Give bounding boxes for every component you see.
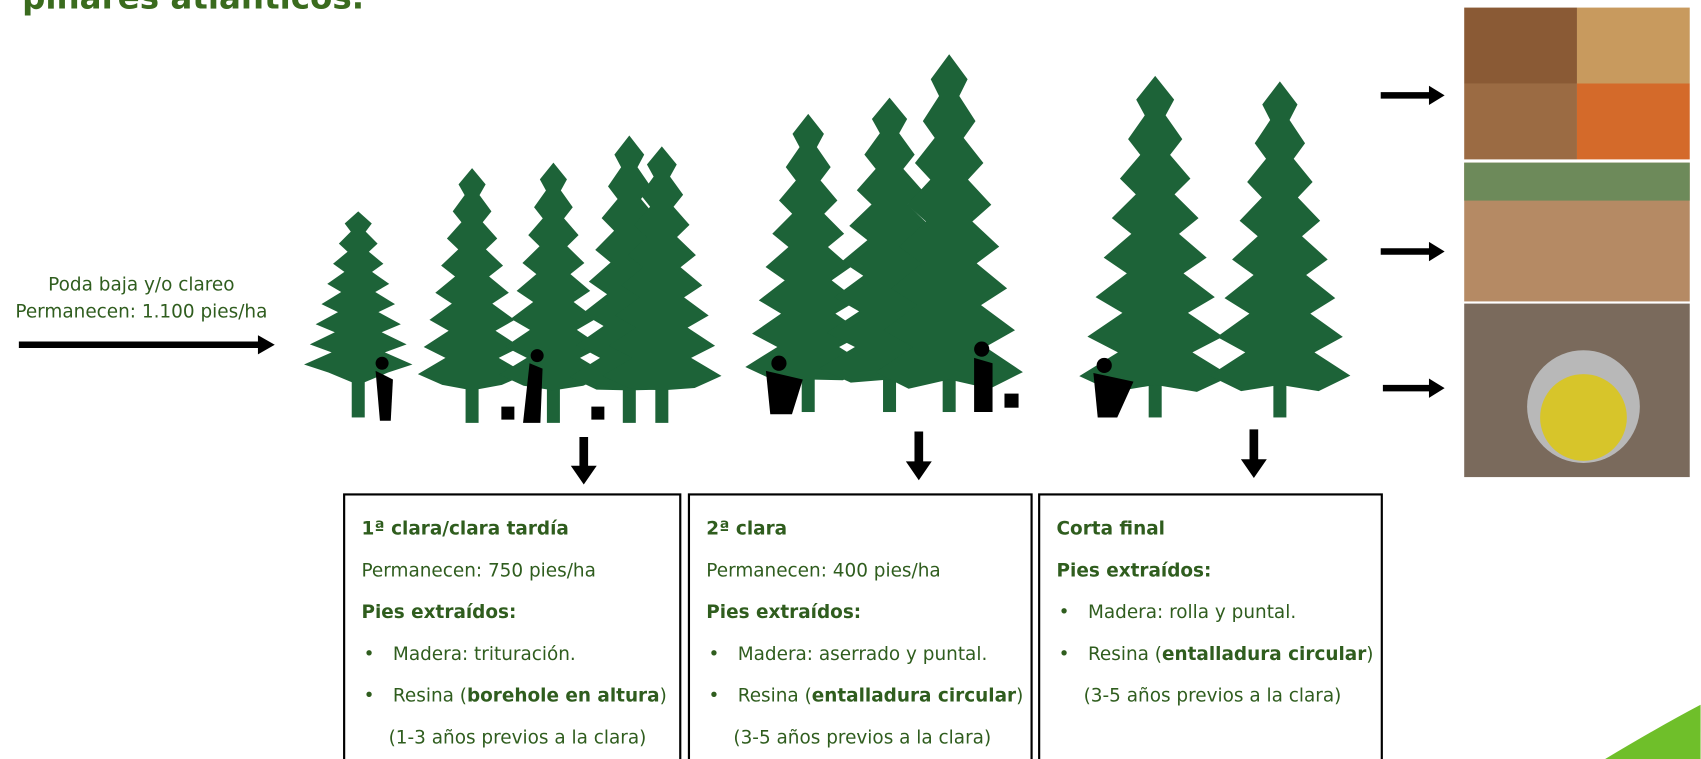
box-note: (1-3 años previos a la clara) — [389, 727, 647, 748]
item-after: ) — [1016, 686, 1023, 707]
info-box — [1038, 493, 1383, 759]
tree-crown — [417, 168, 527, 391]
item-after: ) — [660, 686, 667, 707]
box-heading: 2ª clara — [706, 519, 787, 540]
tree-crown — [745, 113, 872, 381]
box-item: Madera: trituración. — [393, 644, 576, 665]
item-text: Madera: rolla y puntal. — [1088, 602, 1296, 623]
box-note: (3-5 años previos a la clara) — [733, 727, 991, 748]
box-extracted: Pies extraídos: — [361, 602, 516, 623]
item-text: Resina ( — [1088, 644, 1162, 665]
item-text: Resina ( — [738, 686, 812, 707]
tree-crown — [499, 162, 608, 391]
box-heading: 1ª clara/clara tardía — [361, 519, 568, 540]
intro-line: Poda baja y/o clareo — [48, 275, 234, 296]
bullet: • — [708, 644, 719, 665]
arrows — [18, 85, 1445, 485]
bullet: • — [1059, 644, 1070, 665]
box-note: (3-5 años previos a la clara) — [1084, 686, 1342, 707]
box-extracted: Pies extraídos: — [1057, 560, 1212, 581]
tree-crown — [1209, 81, 1351, 392]
item-text: Madera: aserrado y puntal. — [738, 644, 988, 665]
box-heading: Corta final — [1057, 519, 1165, 540]
bullet: • — [1059, 602, 1070, 623]
tree-crown — [875, 54, 1023, 389]
item-text: Madera: trituración. — [393, 644, 576, 665]
box-item: Resina (entalladura circular) — [738, 686, 1024, 707]
bullet: • — [364, 644, 375, 665]
box-item: Madera: rolla y puntal. — [1088, 602, 1296, 623]
bullet: • — [364, 686, 375, 707]
tree-crown — [304, 211, 413, 385]
item-after: ) — [1366, 644, 1373, 665]
corner-shape — [1605, 704, 1701, 759]
tree-crown — [569, 135, 689, 391]
info-box — [343, 493, 682, 759]
box-item: Resina (entalladura circular) — [1088, 644, 1374, 665]
workers — [375, 341, 1134, 423]
photos — [1464, 7, 1690, 478]
bullet: • — [708, 686, 719, 707]
box-remain: Permanecen: 400 pies/ha — [706, 560, 940, 581]
info-box — [687, 493, 1033, 759]
item-bold: entalladura circular — [1162, 644, 1367, 665]
box-extracted: Pies extraídos: — [706, 602, 861, 623]
title: pinares atlánticos. — [22, 0, 364, 17]
item-text: Resina ( — [393, 686, 467, 707]
tree-crown — [602, 146, 722, 391]
trees — [304, 54, 1351, 423]
item-bold: entalladura circular — [812, 686, 1017, 707]
box-item: Madera: aserrado y puntal. — [738, 644, 988, 665]
tree-crown — [1079, 75, 1232, 392]
tree-crown — [819, 97, 961, 383]
box-item: Resina (borehole en altura) — [393, 686, 667, 707]
item-bold: borehole en altura — [467, 686, 660, 707]
box-remain: Permanecen: 750 pies/ha — [361, 560, 595, 581]
intro-line: Permanecen: 1.100 pies/ha — [15, 302, 267, 323]
